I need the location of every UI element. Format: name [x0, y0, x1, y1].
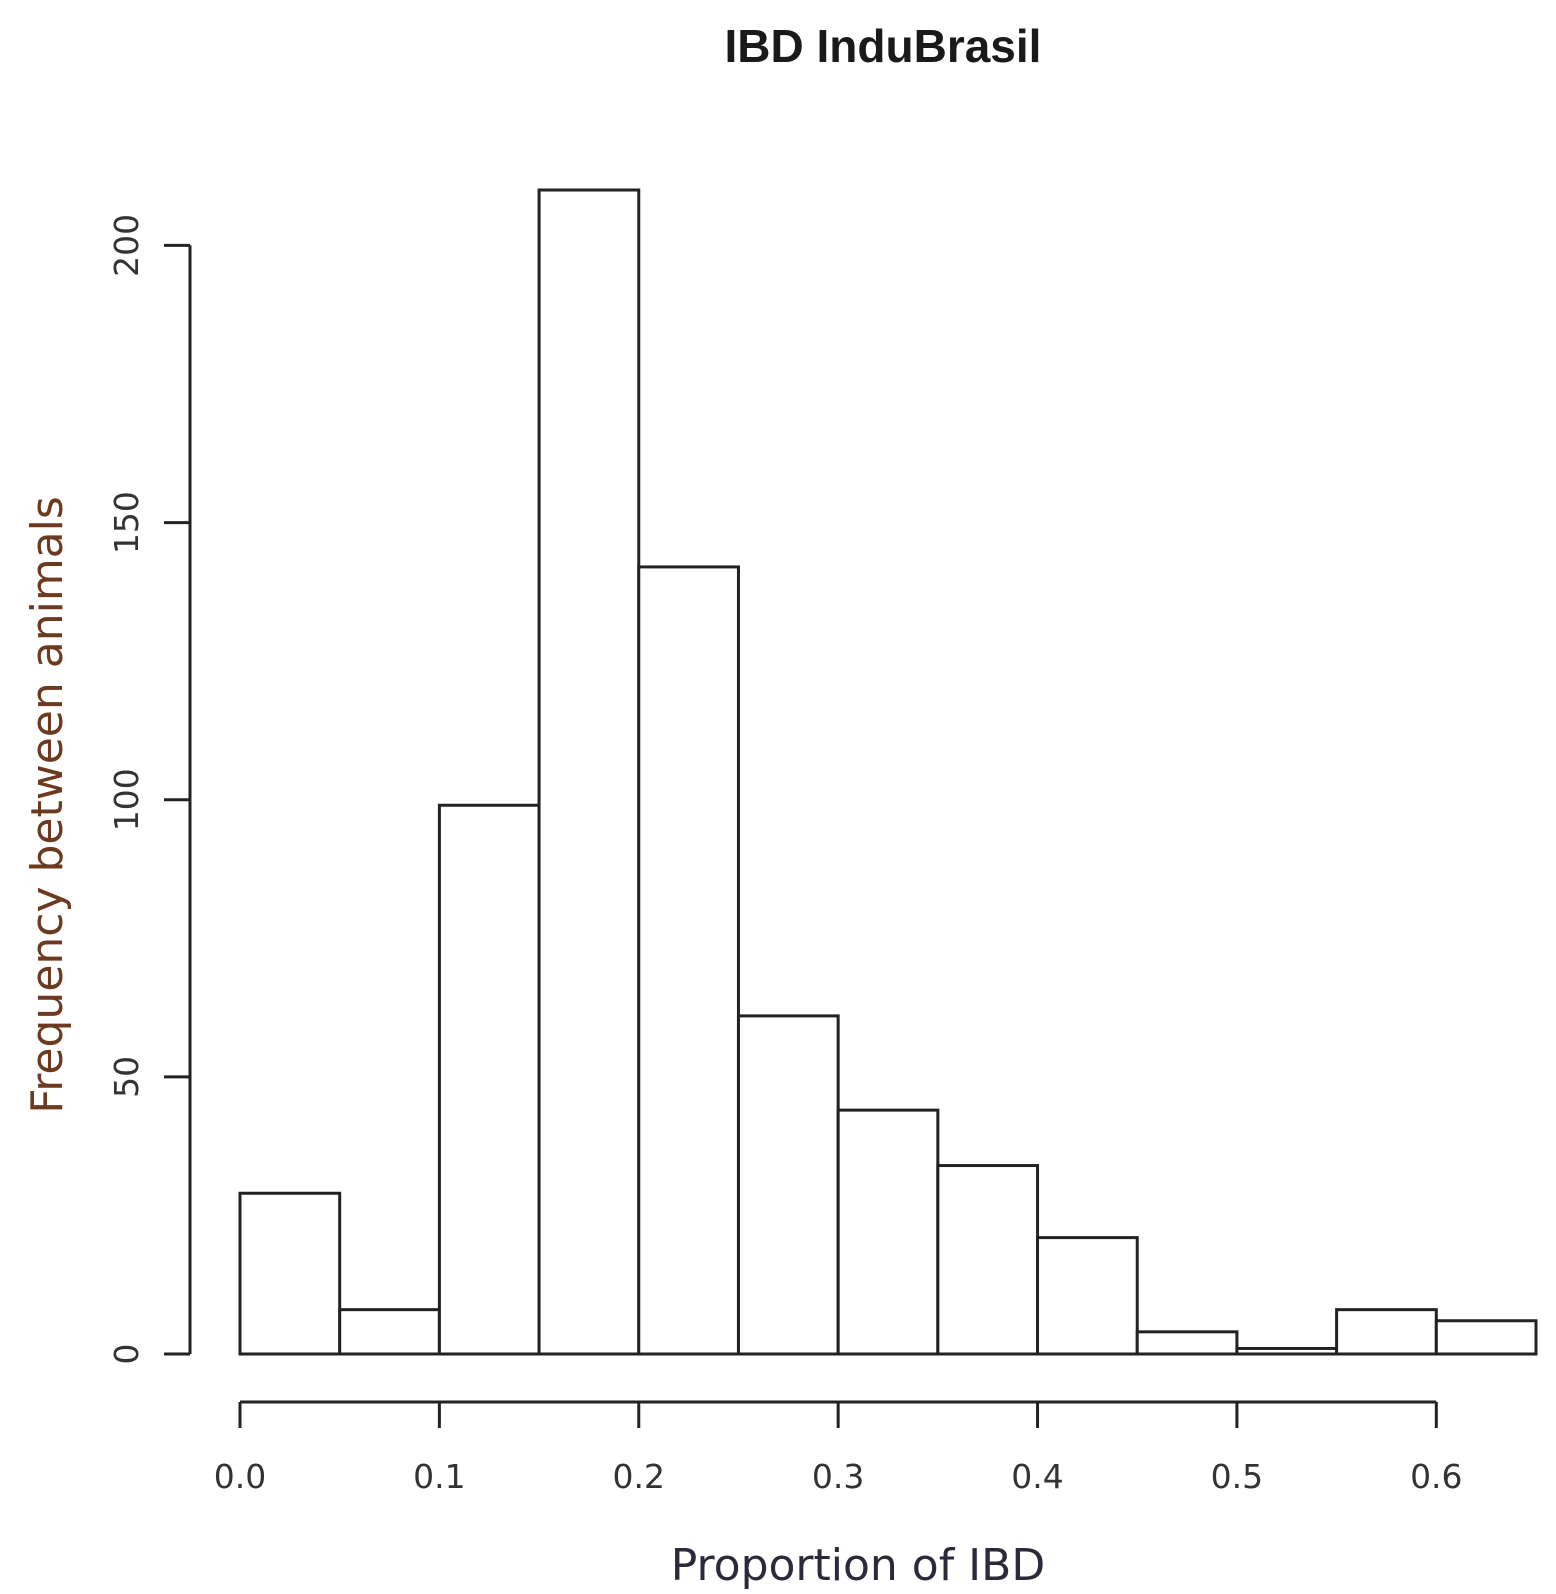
y-tick-label: 0 [107, 1344, 146, 1365]
x-tick-label: 0.5 [1211, 1457, 1263, 1496]
x-axis-label: Proportion of IBD [671, 1540, 1045, 1591]
x-tick-label: 0.2 [613, 1457, 665, 1496]
histogram-bar [338, 1308, 441, 1356]
histogram-bar [736, 1014, 840, 1356]
x-tick-label: 0.3 [812, 1457, 864, 1496]
histogram-bar [936, 1164, 1040, 1356]
chart-title: IBD InduBrasil [725, 20, 1042, 72]
x-ticks-group: 0.0 0.1 0.2 0.3 0.4 0.5 0.6 [214, 1402, 1463, 1496]
y-ticks-group: 0 50 100 150 200 [107, 214, 190, 1365]
histogram-bar [1434, 1319, 1538, 1356]
x-tick-label: 0.0 [214, 1457, 266, 1496]
bars-group [238, 188, 1538, 1356]
y-axis-label: Frequency between animals [22, 496, 73, 1114]
y-tick-label: 200 [107, 214, 146, 277]
histogram-bar [1335, 1308, 1438, 1356]
x-tick-label: 0.1 [413, 1457, 465, 1496]
histogram-bar [1036, 1236, 1139, 1356]
histogram-bar [437, 803, 541, 1356]
y-tick-label: 100 [107, 768, 146, 831]
histogram-bar [1235, 1346, 1339, 1356]
y-tick-label: 150 [107, 491, 146, 554]
x-tick-label: 0.6 [1410, 1457, 1462, 1496]
histogram-bar [238, 1191, 342, 1356]
histogram-bar [836, 1108, 940, 1356]
histogram-bar [637, 565, 740, 1356]
histogram-bar [1135, 1330, 1239, 1356]
x-tick-label: 0.4 [1011, 1457, 1063, 1496]
histogram-bar [537, 188, 641, 1356]
y-tick-label: 50 [107, 1056, 146, 1098]
